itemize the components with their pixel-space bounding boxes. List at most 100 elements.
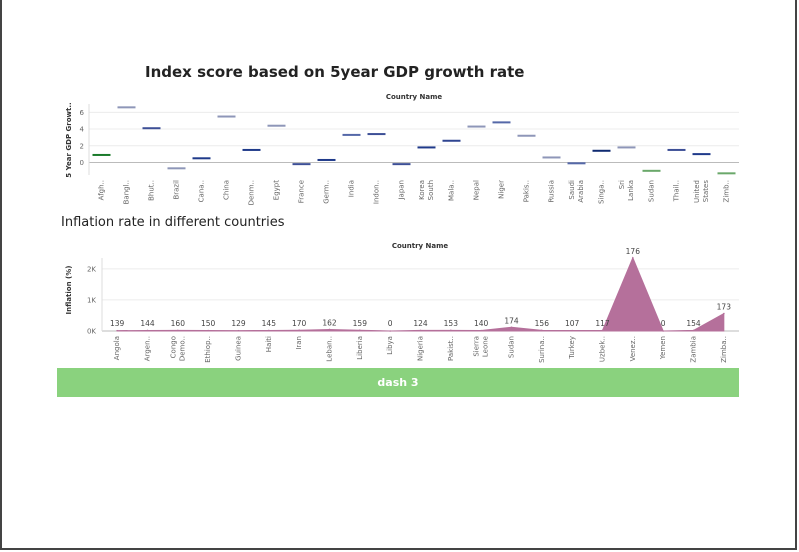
gdp-y-tick-label: 0 (80, 159, 84, 167)
gdp-x-tick-label: Pakis.. (523, 180, 531, 202)
gdp-bar (167, 167, 186, 170)
inflation-point (268, 329, 270, 332)
inflation-point (692, 329, 695, 332)
gdp-bar (292, 163, 311, 166)
gdp-bar (492, 121, 511, 124)
inflation-data-label: 173 (717, 303, 732, 312)
gdp-x-tick-label: Cana.. (198, 180, 206, 202)
inflation-x-tick-label: Pakist.. (447, 336, 455, 361)
inflation-point (571, 329, 573, 332)
inflation-x-tick-label: Iran (295, 336, 303, 350)
gdp-bar (517, 134, 536, 137)
inflation-chart-title: Inflation rate in different countries (61, 215, 285, 230)
inflation-x-tick-label: Leban.. (326, 336, 334, 362)
gdp-chart-header: Country Name (386, 93, 443, 101)
inflation-point (359, 329, 361, 332)
gdp-x-tick-label: Egypt (273, 180, 281, 200)
inflation-y-tick-label: 1K (87, 296, 96, 304)
inflation-data-label: 144 (140, 319, 155, 328)
gdp-bar (267, 124, 286, 127)
inflation-data-label: 107 (565, 319, 580, 328)
gdp-bar (542, 156, 561, 159)
gdp-bar (92, 153, 111, 156)
inflation-x-tick-label: Nigeria (417, 336, 425, 361)
inflation-data-label: 0 (388, 319, 393, 328)
gdp-x-tick-label: Afgh.. (98, 180, 106, 200)
gdp-bar (567, 162, 586, 165)
gdp-x-tick-label: Russia (548, 180, 556, 203)
inflation-area (116, 256, 725, 332)
inflation-x-tick-label: Argen.. (144, 336, 152, 361)
inflation-data-label: 150 (201, 319, 216, 328)
inflation-point (328, 328, 331, 331)
gdp-bar (592, 149, 611, 152)
gdp-x-tick-label: India (348, 180, 356, 197)
gdp-y-tick-label: 4 (80, 126, 85, 134)
gdp-bar (342, 133, 361, 136)
gdp-x-tick-label: France (298, 180, 306, 203)
inflation-data-label: 117 (595, 319, 610, 328)
gdp-x-tick-label: Niger (498, 180, 506, 199)
gdp-x-tick-label: Bhut.. (148, 180, 156, 201)
inflation-data-label: 154 (686, 319, 701, 328)
inflation-point (723, 312, 725, 315)
gdp-y-axis-label: 5 Year GDP Growt.. (65, 102, 73, 177)
gdp-x-tick-label: Thail.. (673, 180, 681, 202)
inflation-data-label: 156 (535, 319, 550, 328)
gdp-bar (392, 163, 411, 166)
inflation-data-label: 145 (262, 319, 277, 328)
gdp-x-tick-label: Brazil (173, 180, 181, 200)
inflation-x-tick-label: Uzbek.. (599, 336, 607, 362)
inflation-point (146, 329, 149, 332)
inflation-x-tick-label: Demo.. (178, 336, 186, 361)
inflation-point (207, 329, 209, 332)
gdp-x-tick-label: China (223, 180, 231, 200)
inflation-x-tick-label: Surina.. (538, 336, 546, 363)
gdp-x-tick-label: Japan (398, 180, 406, 201)
inflation-y-tick-label: 0K (87, 328, 96, 336)
inflation-x-tick-label: Liberia (356, 336, 364, 360)
gdp-y-tick-label: 2 (80, 142, 84, 150)
dash-3-button[interactable]: dash 3 (57, 368, 739, 397)
gdp-bar (142, 127, 161, 130)
gdp-x-tick-label: South (427, 180, 435, 200)
gdp-bar (442, 139, 461, 142)
gdp-x-tick-label: Saudi (568, 180, 576, 200)
gdp-bar (192, 157, 211, 160)
inflation-point (662, 330, 664, 332)
gdp-x-tick-label: United (693, 180, 701, 203)
inflation-x-tick-label: Zambia (690, 336, 698, 363)
gdp-growth-chart: Country Name 0 2 4 6 5 Year GDP Growt.. Afgh..… (65, 93, 739, 205)
gdp-x-tick-label: Singa.. (598, 180, 606, 204)
gdp-x-tick-label: Sudan (648, 180, 656, 202)
inflation-x-tick-label: Leone (482, 336, 490, 357)
gdp-x-tick-label: Sri (618, 180, 626, 189)
inflation-chart: Country Name 0K 1K 2K Inflation (%) 139 Angola… (65, 242, 739, 363)
gdp-bar (717, 172, 736, 175)
inflation-point (510, 326, 513, 329)
gdp-x-tick-label: Korea (418, 180, 426, 200)
inflation-y-axis-label: Inflation (%) (65, 266, 73, 315)
inflation-data-label: 124 (413, 319, 428, 328)
inflation-x-tick-label: Ethiop.. (204, 336, 212, 363)
inflation-data-label: 160 (171, 319, 186, 328)
gdp-bar (242, 148, 261, 151)
gdp-x-tick-label: Arabia (577, 180, 585, 203)
inflation-data-label: 140 (474, 319, 489, 328)
gdp-x-tick-label: Zimb.. (723, 180, 731, 202)
gdp-x-tick-label: Lanka (627, 180, 635, 201)
inflation-data-label: 153 (444, 319, 459, 328)
inflation-point (632, 257, 634, 259)
inflation-point (480, 329, 482, 332)
inflation-point (450, 329, 452, 332)
inflation-data-label: 159 (353, 319, 368, 328)
inflation-data-label: 174 (504, 316, 519, 325)
inflation-x-tick-label: Libya (386, 336, 394, 355)
gdp-bar (467, 125, 486, 128)
inflation-x-tick-label: Venez.. (629, 336, 637, 361)
gdp-x-tick-label: States (702, 180, 710, 203)
gdp-bar (117, 106, 136, 109)
gdp-bar (617, 146, 636, 149)
gdp-bar (667, 148, 686, 151)
inflation-x-tick-label: Zimba.. (720, 336, 728, 363)
